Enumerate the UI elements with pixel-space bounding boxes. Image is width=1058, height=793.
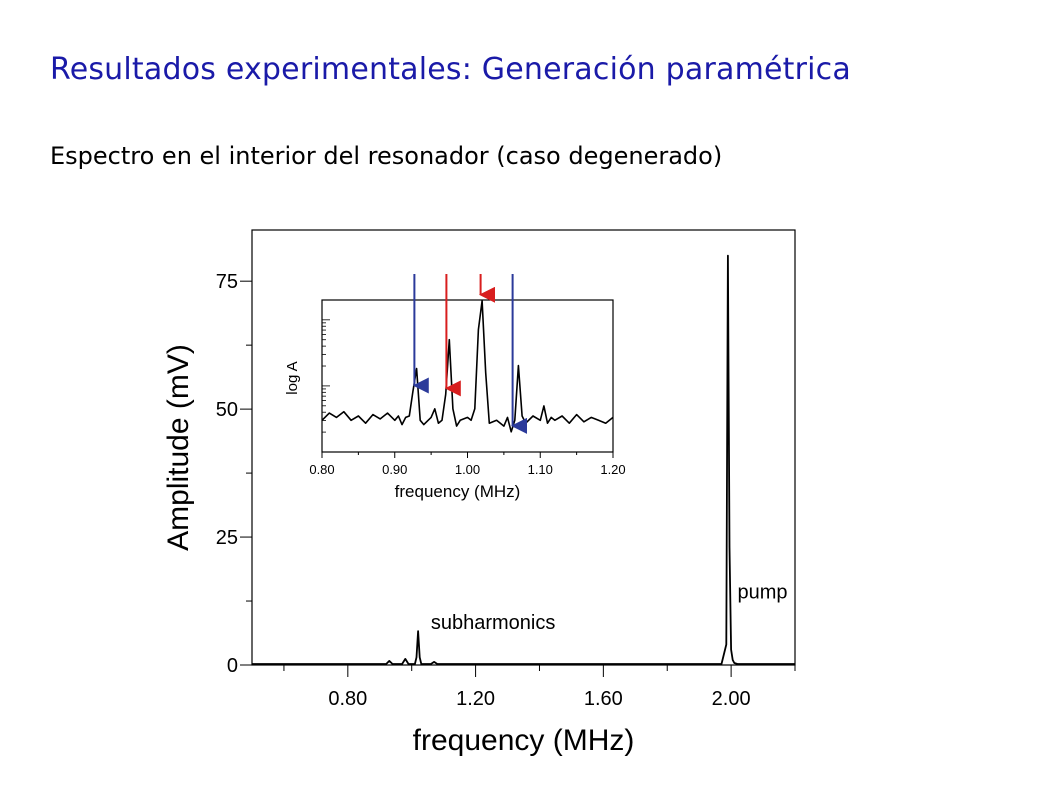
slide-subtitle: Espectro en el interior del resonador (c… — [50, 142, 723, 170]
inset-plot-frame — [321, 299, 614, 453]
inset-x-tick-label: 0.90 — [382, 462, 407, 477]
inset-spectrum-line — [321, 299, 614, 433]
x-tick-label: 2.00 — [712, 688, 751, 710]
y-axis-label: Amplitude (mV) — [162, 344, 195, 551]
y-tick-label: 50 — [216, 399, 238, 421]
y-tick-label: 0 — [227, 655, 238, 677]
spectrum-line — [252, 254, 795, 665]
inset-x-tick-label: 0.80 — [309, 462, 334, 477]
inset-y-axis-label: log A — [284, 361, 301, 394]
slide-title: Resultados experimentales: Generación pa… — [50, 52, 851, 87]
main-plot: 0 25 50 75 0.80 1.20 1.60 2.00 frequency (MHz) Am… — [162, 229, 796, 757]
inset-x-tick-label: 1.00 — [455, 462, 480, 477]
x-tick-label: 0.80 — [328, 688, 367, 710]
y-tick-label: 75 — [216, 271, 238, 293]
annotation-pump: pump — [738, 581, 788, 603]
inset-plot: 0.80 0.90 1.00 1.10 1.20 frequency (MHz) log A — [284, 274, 626, 501]
x-axis-label: frequency (MHz) — [413, 724, 635, 757]
inset-x-axis-label: frequency (MHz) — [395, 482, 521, 501]
inset-x-tick-label: 1.10 — [528, 462, 553, 477]
main-plot-frame — [251, 229, 796, 666]
x-tick-label: 1.20 — [456, 688, 495, 710]
x-tick-label: 1.60 — [584, 688, 623, 710]
y-tick-label: 25 — [216, 527, 238, 549]
annotation-subharmonics: subharmonics — [431, 612, 556, 634]
inset-x-tick-label: 1.20 — [600, 462, 625, 477]
